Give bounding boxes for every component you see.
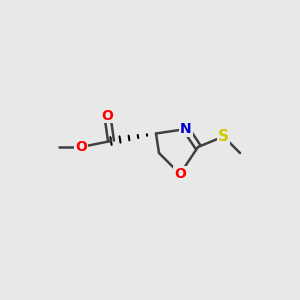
Text: O: O (75, 140, 87, 154)
Text: O: O (174, 167, 186, 181)
Text: O: O (101, 109, 113, 122)
Text: N: N (180, 122, 192, 136)
Text: S: S (218, 129, 229, 144)
